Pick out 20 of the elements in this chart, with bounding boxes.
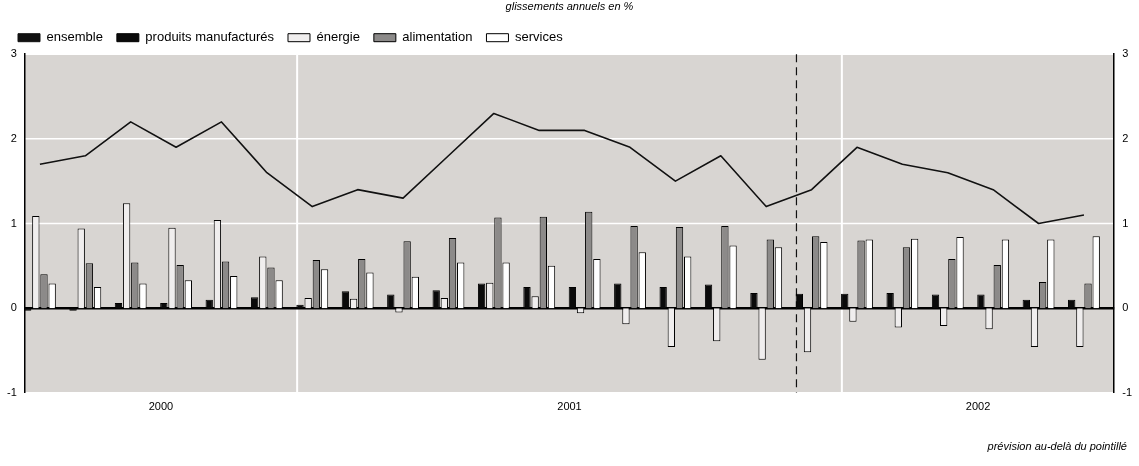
text: prévision au-delà du pointillé — [987, 440, 1127, 452]
chart-title: glissements annuels en % — [505, 0, 634, 12]
legend-label: services — [514, 29, 564, 45]
legend-label: produits manufacturés — [145, 29, 275, 45]
y2-tick-label: -1 — [1122, 385, 1132, 398]
y2-tick-label: 0 — [1122, 301, 1129, 314]
y2-tick-label: 2 — [1122, 131, 1129, 144]
y-tick-label: 1 — [10, 216, 17, 229]
y2-tick-label: 1 — [1122, 216, 1129, 229]
y-tick-label: 0 — [10, 301, 17, 314]
legend-label: ensemble — [46, 29, 103, 45]
y2-tick-label: 3 — [1122, 47, 1129, 60]
legend-label: alimentation — [402, 29, 473, 45]
legend-label: énergie — [316, 29, 360, 45]
x-tick-label: 2002 — [965, 400, 991, 413]
y-tick-label: 2 — [10, 131, 17, 144]
y-tick-label: 3 — [10, 47, 17, 60]
y-tick-label: -1 — [7, 385, 17, 398]
x-tick-label: 2001 — [557, 400, 582, 413]
x-tick-label: 2000 — [148, 400, 174, 413]
